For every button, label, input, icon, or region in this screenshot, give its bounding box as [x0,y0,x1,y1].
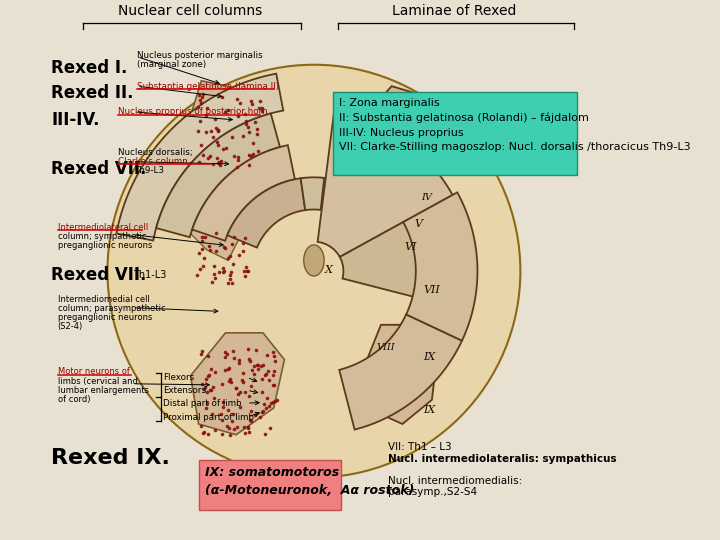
Text: column; parasympathetic: column; parasympathetic [58,303,165,313]
Text: Intermediolateral cell: Intermediolateral cell [58,222,148,232]
Text: (S2-4): (S2-4) [58,322,83,331]
Text: Nucl. intermediomedialis:: Nucl. intermediomedialis: [388,476,522,487]
Polygon shape [191,212,239,260]
Polygon shape [301,177,324,210]
Text: limbs (cervical and: limbs (cervical and [58,376,138,386]
Text: II: II [441,138,450,147]
Polygon shape [191,81,271,183]
Polygon shape [156,113,280,237]
Text: parasymp.,S2-S4: parasymp.,S2-S4 [388,487,477,497]
Text: III: III [431,165,443,174]
Text: column; sympathetic: column; sympathetic [58,232,146,241]
Text: (marginal zone): (marginal zone) [137,60,206,69]
Polygon shape [192,145,295,241]
Text: Laminae of Rexed: Laminae of Rexed [392,4,517,18]
Text: VI: VI [404,242,417,252]
Text: of cord): of cord) [58,395,90,404]
Text: V: V [415,219,423,229]
Text: Rexed VII.: Rexed VII. [51,266,147,285]
Text: I: Zona marginalis
II: Substantia gelatinosa (Rolandi) – fájdalom
III-IV: Nucleu: I: Zona marginalis II: Substantia gelati… [339,98,690,152]
Polygon shape [403,192,477,341]
Text: Nucleus proprius of posterior horn: Nucleus proprius of posterior horn [118,107,268,116]
Polygon shape [365,325,437,424]
Polygon shape [318,114,453,257]
Polygon shape [191,333,284,435]
Text: Intermediomedial cell: Intermediomedial cell [58,294,150,303]
Text: VIII: VIII [377,343,395,352]
Text: Nucleus dorsalis;: Nucleus dorsalis; [118,147,193,157]
FancyBboxPatch shape [199,461,341,510]
Text: Nucl. intermediolateralis: sympathicus: Nucl. intermediolateralis: sympathicus [388,454,616,464]
Text: Rexed IX.: Rexed IX. [51,448,170,468]
FancyBboxPatch shape [333,92,577,174]
Text: Rexed II.: Rexed II. [51,84,134,102]
Text: IX: IX [423,352,436,362]
Text: preganglionic neurons: preganglionic neurons [58,241,152,250]
Text: I: I [451,111,456,120]
Text: lumbar enlargements: lumbar enlargements [58,386,148,395]
Ellipse shape [304,245,324,276]
Text: VII: Th1 – L3: VII: Th1 – L3 [388,442,451,452]
Text: III-IV.: III-IV. [51,111,99,129]
Polygon shape [228,178,305,247]
Text: Nucleus posterior marginalis: Nucleus posterior marginalis [137,51,263,59]
Text: IV: IV [421,193,432,201]
Text: Motor neurons of: Motor neurons of [58,368,130,376]
Text: VII: VII [423,285,440,295]
Text: preganglionic neurons: preganglionic neurons [58,313,152,322]
Text: Rexed VII.: Rexed VII. [51,160,147,178]
Text: Rexed I.: Rexed I. [51,59,127,77]
Text: Proximal part of limb: Proximal part of limb [163,413,253,422]
Text: Clarke's column: Clarke's column [118,157,188,166]
Circle shape [107,65,521,478]
Polygon shape [117,73,283,240]
Text: Nuclear cell columns: Nuclear cell columns [119,4,263,18]
Text: Substantia gelatinosa (lamina II): Substantia gelatinosa (lamina II) [137,82,279,91]
Polygon shape [339,315,462,430]
Text: Flexors: Flexors [163,373,194,382]
Text: X: X [325,265,333,275]
Text: Th1-L3: Th1-L3 [132,271,166,280]
Text: Th9-L3: Th9-L3 [134,166,164,175]
Polygon shape [359,86,435,179]
Text: IX: somatomotoros
(α-Motoneuronok,  Aα rostok): IX: somatomotoros (α-Motoneuronok, Aα ro… [205,466,415,497]
Text: Distal part of limb: Distal part of limb [163,399,241,408]
Polygon shape [340,221,418,297]
Text: IX: IX [423,404,436,415]
Text: Extensors: Extensors [163,386,206,395]
